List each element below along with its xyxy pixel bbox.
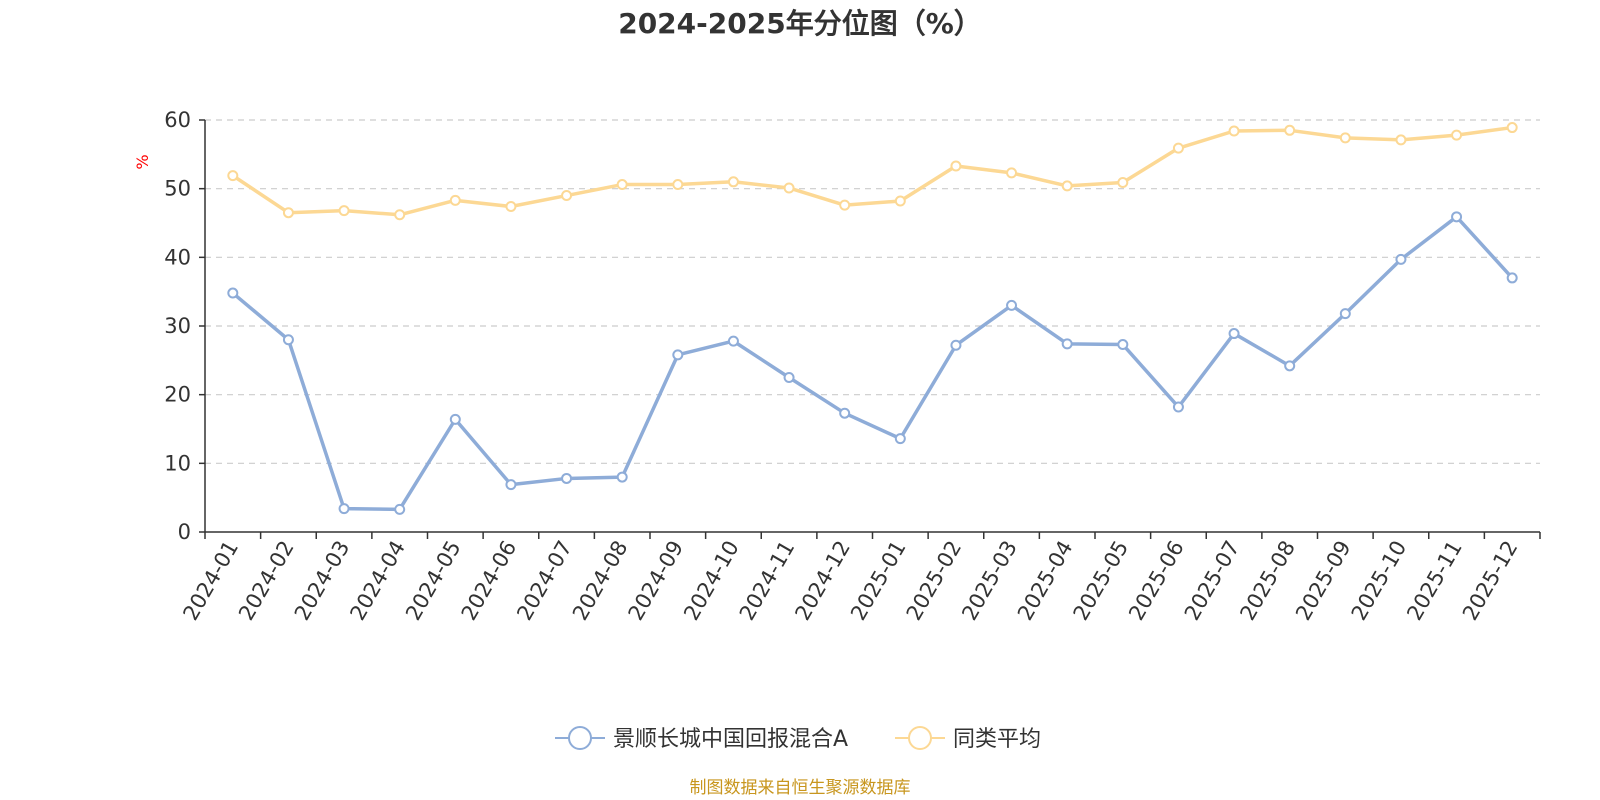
legend-marker-series-2 bbox=[908, 726, 932, 750]
data-point[interactable] bbox=[1284, 360, 1296, 372]
data-point[interactable] bbox=[1506, 122, 1518, 134]
data-point[interactable] bbox=[839, 199, 851, 211]
data-point[interactable] bbox=[1506, 272, 1518, 284]
y-tick-label: 0 bbox=[178, 520, 191, 544]
x-tick-label: 2024-03 bbox=[290, 537, 355, 625]
data-point[interactable] bbox=[1006, 167, 1018, 179]
x-tick-label: 2024-05 bbox=[401, 537, 466, 625]
data-point[interactable] bbox=[449, 194, 461, 206]
legend-item-series-1[interactable]: 景顺长城中国回报混合A bbox=[555, 726, 848, 752]
x-tick-label: 2024-11 bbox=[735, 537, 800, 625]
x-tick-label: 2025-04 bbox=[1013, 537, 1078, 625]
data-point[interactable] bbox=[727, 176, 739, 188]
data-point[interactable] bbox=[950, 339, 962, 351]
data-point[interactable] bbox=[1117, 176, 1129, 188]
x-tick-label: 2025-12 bbox=[1458, 537, 1523, 625]
data-point[interactable] bbox=[1395, 253, 1407, 265]
data-point[interactable] bbox=[616, 179, 628, 191]
y-tick-label: 50 bbox=[164, 177, 191, 201]
data-point[interactable] bbox=[449, 413, 461, 425]
data-point[interactable] bbox=[227, 287, 239, 299]
y-tick-label: 20 bbox=[164, 383, 191, 407]
data-point[interactable] bbox=[894, 433, 906, 445]
data-point[interactable] bbox=[672, 349, 684, 361]
x-tick-label: 2024-04 bbox=[345, 537, 410, 625]
legend-label-series-2: 同类平均 bbox=[953, 727, 1041, 752]
data-point[interactable] bbox=[950, 160, 962, 172]
x-tick-label: 2024-08 bbox=[568, 537, 633, 625]
data-point[interactable] bbox=[1061, 180, 1073, 192]
chart-title: 2024-2025年分位图（%） bbox=[618, 7, 982, 40]
data-source-note: 制图数据来自恒生聚源数据库 bbox=[690, 778, 911, 798]
y-axis-label: % bbox=[133, 154, 152, 169]
data-point[interactable] bbox=[1172, 401, 1184, 413]
data-point[interactable] bbox=[1061, 338, 1073, 350]
data-point[interactable] bbox=[1339, 132, 1351, 144]
x-tick-label: 2025-05 bbox=[1068, 537, 1133, 625]
y-tick-label: 40 bbox=[164, 245, 191, 269]
y-tick-label: 30 bbox=[164, 314, 191, 338]
series-layer bbox=[227, 122, 1518, 515]
series-2 bbox=[227, 122, 1518, 221]
legend-label-series-1: 景顺长城中国回报混合A bbox=[613, 727, 848, 752]
data-point[interactable] bbox=[1228, 328, 1240, 340]
data-point[interactable] bbox=[1228, 125, 1240, 137]
x-tick-label: 2025-02 bbox=[902, 537, 967, 625]
data-point[interactable] bbox=[338, 205, 350, 217]
data-point[interactable] bbox=[394, 503, 406, 515]
legend: 景顺长城中国回报混合A 同类平均 bbox=[555, 726, 1041, 752]
data-point[interactable] bbox=[394, 209, 406, 221]
data-point[interactable] bbox=[1395, 134, 1407, 146]
data-point[interactable] bbox=[282, 334, 294, 346]
data-point[interactable] bbox=[839, 407, 851, 419]
data-point[interactable] bbox=[616, 471, 628, 483]
data-point[interactable] bbox=[783, 182, 795, 194]
x-tick-label: 2025-07 bbox=[1180, 537, 1245, 625]
x-tick-label: 2025-11 bbox=[1402, 537, 1467, 625]
x-tick-label: 2024-06 bbox=[457, 537, 522, 625]
data-point[interactable] bbox=[1284, 124, 1296, 136]
series-line-2 bbox=[231, 125, 1513, 217]
data-point[interactable] bbox=[1339, 308, 1351, 320]
series-line-1 bbox=[231, 215, 1514, 512]
axes: 01020304050602024-012024-022024-032024-0… bbox=[164, 108, 1541, 625]
data-point[interactable] bbox=[561, 472, 573, 484]
data-point[interactable] bbox=[894, 195, 906, 207]
data-point[interactable] bbox=[282, 207, 294, 219]
x-tick-label: 2025-09 bbox=[1291, 537, 1356, 625]
x-tick-label: 2024-09 bbox=[623, 537, 688, 625]
data-point[interactable] bbox=[672, 179, 684, 191]
data-point[interactable] bbox=[783, 372, 795, 383]
data-point[interactable] bbox=[1451, 211, 1463, 223]
data-point[interactable] bbox=[338, 503, 350, 515]
x-tick-label: 2025-06 bbox=[1124, 537, 1189, 625]
x-tick-label: 2025-01 bbox=[846, 537, 911, 625]
grid-lines bbox=[205, 119, 1540, 464]
data-point[interactable] bbox=[1117, 339, 1129, 351]
legend-item-series-2[interactable]: 同类平均 bbox=[895, 726, 1041, 752]
data-point[interactable] bbox=[1172, 142, 1184, 154]
x-tick-label: 2024-12 bbox=[790, 537, 855, 625]
series-1 bbox=[227, 211, 1518, 515]
x-tick-label: 2024-02 bbox=[234, 537, 299, 625]
data-point[interactable] bbox=[727, 335, 739, 347]
y-tick-label: 60 bbox=[164, 108, 191, 132]
data-point[interactable] bbox=[1006, 299, 1018, 311]
data-point[interactable] bbox=[505, 479, 517, 491]
data-point[interactable] bbox=[1451, 129, 1463, 141]
x-tick-label: 2025-03 bbox=[957, 537, 1022, 625]
x-tick-label: 2024-01 bbox=[178, 537, 243, 625]
legend-marker-series-1 bbox=[568, 726, 592, 750]
data-point[interactable] bbox=[227, 170, 239, 182]
x-tick-label: 2024-07 bbox=[512, 537, 577, 625]
x-tick-label: 2024-10 bbox=[679, 537, 744, 625]
x-tick-label: 2025-08 bbox=[1235, 537, 1300, 625]
data-point[interactable] bbox=[505, 201, 517, 213]
x-tick-label: 2025-10 bbox=[1347, 537, 1412, 625]
y-tick-label: 10 bbox=[164, 451, 191, 475]
data-point[interactable] bbox=[561, 190, 573, 202]
